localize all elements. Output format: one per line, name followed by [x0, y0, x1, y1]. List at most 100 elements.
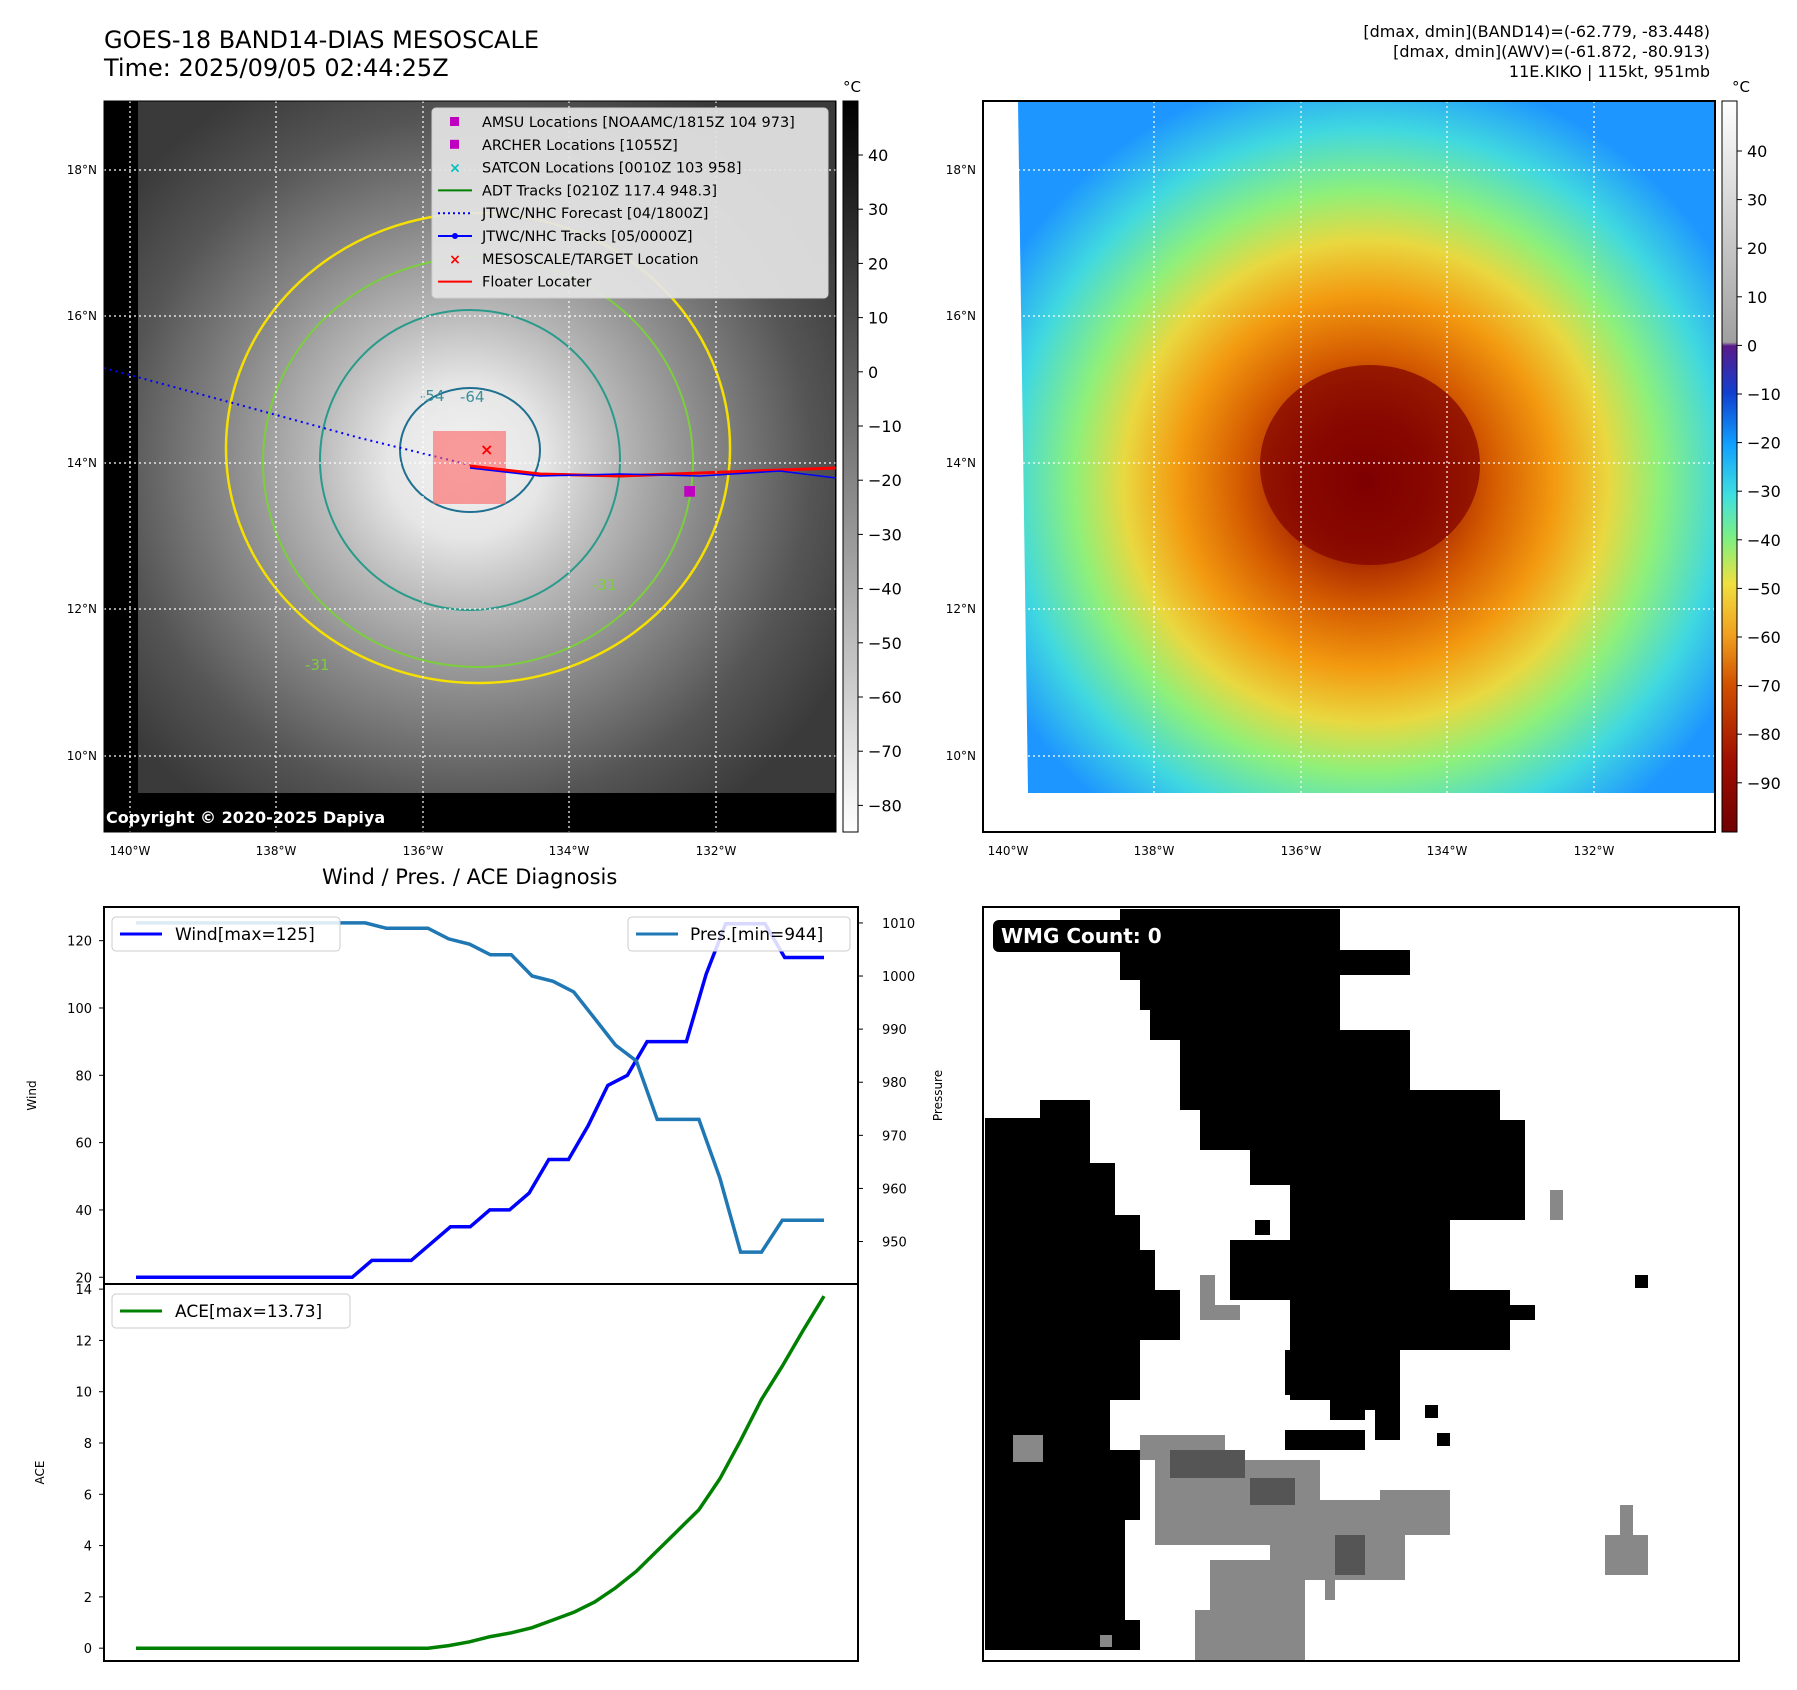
- figure-title: GOES-18 BAND14-DIAS MESOSCALE Time: 2025…: [104, 26, 540, 82]
- ace-legend-label: ACE[max=13.73]: [175, 1302, 322, 1322]
- ir-colorbar-unit: °C: [843, 78, 861, 96]
- wind-ytick-label: 80: [75, 1069, 92, 1084]
- pressure-ytick-label: 1000: [882, 970, 915, 985]
- colorbar-tick-label: −40: [1747, 531, 1781, 550]
- colorbar-tick-label: 30: [868, 200, 888, 219]
- wind-series-line: [136, 922, 824, 1280]
- wind-legend-box: [111, 916, 341, 952]
- legend-entry: Floater Locater: [438, 275, 591, 291]
- colorbar-tick-label: 20: [1747, 239, 1767, 258]
- wmg-frame: [982, 906, 1740, 1662]
- ir-lon-tick: 140°W: [110, 844, 151, 858]
- awv-colorbar: °C 40 30 20 10 0 −10 −20 −30 −40 −50 −60 −70 −80 −90: [1721, 78, 1781, 833]
- ace-series-line: [136, 1295, 826, 1650]
- wind-chart-frame: [103, 906, 859, 1285]
- wind-ytick-label: 120: [67, 935, 92, 950]
- ace-chart-frame: [103, 1283, 859, 1662]
- mesoscale-target-marker: ×: [480, 440, 493, 459]
- wind-axis-label: Wind: [25, 1080, 39, 1110]
- ir-lat-tick: 12°N: [67, 602, 97, 616]
- wind-pressure-chart: 20 40 60 80 100 120 950 960 970 980 990 1000 1010 Win…: [25, 906, 945, 1286]
- legend-x-marker: ×: [449, 161, 461, 177]
- ir-colorbar-bar: [842, 100, 859, 833]
- ir-contour-teal: [319, 309, 621, 611]
- map-axis-ticks: 18°N 18°N 16°N 16°N 14°N 14°N 12°N 12°N 10°N 10°N…: [67, 163, 1615, 858]
- colorbar-tick-label: −20: [868, 471, 902, 490]
- awv-lat-tick: 18°N: [946, 163, 976, 177]
- map-legend: AMSU Locations [NOAAMC/1815Z 104 973] ARC…: [431, 107, 829, 299]
- pressure-ytick-label: 980: [882, 1076, 907, 1091]
- pressure-axis-label: Pressure: [931, 1070, 945, 1121]
- ir-lon-tick: 138°W: [256, 844, 297, 858]
- ace-chart: 0 2 4 6 8 10 12 14 ACE ACE[max=13.73]: [33, 1283, 859, 1662]
- wind-ytick-label: 60: [75, 1137, 92, 1152]
- contour-label: -31: [305, 656, 330, 674]
- contour-label: -54: [420, 387, 445, 405]
- legend-label: JTWC/NHC Forecast [04/1800Z]: [481, 206, 708, 222]
- diagnosis-chart-title: Wind / Pres. / ACE Diagnosis: [322, 865, 618, 889]
- colorbar-tick-label: −10: [1747, 385, 1781, 404]
- wmg-dark-gray-region: [1170, 1450, 1365, 1575]
- legend-entry: ARCHER Locations [1055Z]: [450, 138, 678, 154]
- colorbar-tick-label: 40: [868, 146, 888, 165]
- colorbar-tick-label: −60: [868, 688, 902, 707]
- colorbar-tick-label: 0: [1747, 336, 1757, 355]
- colorbar-tick-label: 40: [1747, 142, 1767, 161]
- awv-lon-tick: 134°W: [1427, 844, 1468, 858]
- colorbar-tick-label: −30: [868, 525, 902, 544]
- wind-ytick-label: 100: [67, 1002, 92, 1017]
- ir-lon-tick: 134°W: [549, 844, 590, 858]
- colorbar-tick-label: −70: [868, 742, 902, 761]
- amsu-marker: ■: [683, 483, 696, 499]
- pressure-ytick-label: 970: [882, 1129, 907, 1144]
- wind-legend-label: Wind[max=125]: [175, 925, 315, 945]
- pressure-legend-box: [627, 916, 851, 952]
- ir-map-frame: [103, 100, 837, 833]
- ir-colorbar: °C 40 30 20 10 0 −10 −20 −30 −40 −50 −60 −70 −80: [842, 78, 902, 833]
- pressure-ytick-label: 960: [882, 1182, 907, 1197]
- ace-legend-box: [111, 1293, 351, 1329]
- legend-label: ARCHER Locations [1055Z]: [482, 138, 678, 154]
- ir-lon-tick: 132°W: [696, 844, 737, 858]
- ace-ytick-label: 12: [75, 1334, 92, 1349]
- awv-colorbar-bar: [1721, 100, 1738, 833]
- awv-lon-tick: 140°W: [988, 844, 1029, 858]
- colorbar-tick-label: −70: [1747, 677, 1781, 696]
- colorbar-tick-label: −90: [1747, 774, 1781, 793]
- legend-box: [431, 107, 829, 299]
- colorbar-tick-label: 30: [1747, 191, 1767, 210]
- colorbar-tick-label: −20: [1747, 434, 1781, 453]
- awv-lat-tick: 10°N: [946, 749, 976, 763]
- colorbar-tick-label: −30: [1747, 482, 1781, 501]
- pressure-ytick-label: 990: [882, 1023, 907, 1038]
- legend-entry: × MESOSCALE/TARGET Location: [449, 252, 698, 268]
- copyright-text: Copyright © 2020-2025 Dapiya: [106, 808, 386, 827]
- wmg-panel: [982, 906, 1740, 1662]
- wind-legend: Wind[max=125]: [111, 916, 341, 952]
- pressure-legend-label: Pres.[min=944]: [690, 925, 823, 945]
- ace-ytick-label: 0: [84, 1642, 92, 1657]
- pressure-ytick-label: 1010: [882, 917, 915, 932]
- awv-map-frame: [982, 100, 1716, 833]
- awv-lat-tick: 14°N: [946, 456, 976, 470]
- legend-entry: JTWC/NHC Forecast [04/1800Z]: [438, 206, 708, 222]
- ace-ytick-label: 2: [84, 1591, 92, 1606]
- awv-lat-tick: 16°N: [946, 309, 976, 323]
- legend-square-marker: [450, 117, 459, 126]
- wmg-black-region: [985, 909, 1648, 1650]
- legend-entry: ADT Tracks [0210Z 117.4 948.3]: [438, 183, 717, 199]
- wind-ytick-label: 40: [75, 1204, 92, 1219]
- awv-lon-tick: 138°W: [1134, 844, 1175, 858]
- legend-dot-marker: [452, 233, 458, 239]
- awv-lon-tick: 132°W: [1574, 844, 1615, 858]
- awv-map-panel: [982, 100, 1716, 833]
- legend-label: SATCON Locations [0010Z 103 958]: [482, 161, 741, 177]
- colorbar-tick-label: 10: [1747, 288, 1767, 307]
- awv-lon-tick: 136°W: [1281, 844, 1322, 858]
- ir-map-panel: -54 -64 -31 -31 × ■ AMSU Locations [NOAA…: [103, 100, 837, 833]
- ace-ytick-label: 14: [75, 1283, 92, 1298]
- wmg-count-badge: WMG Count: 0: [993, 920, 1170, 952]
- colorbar-tick-label: −60: [1747, 628, 1781, 647]
- ir-lat-tick: 10°N: [67, 749, 97, 763]
